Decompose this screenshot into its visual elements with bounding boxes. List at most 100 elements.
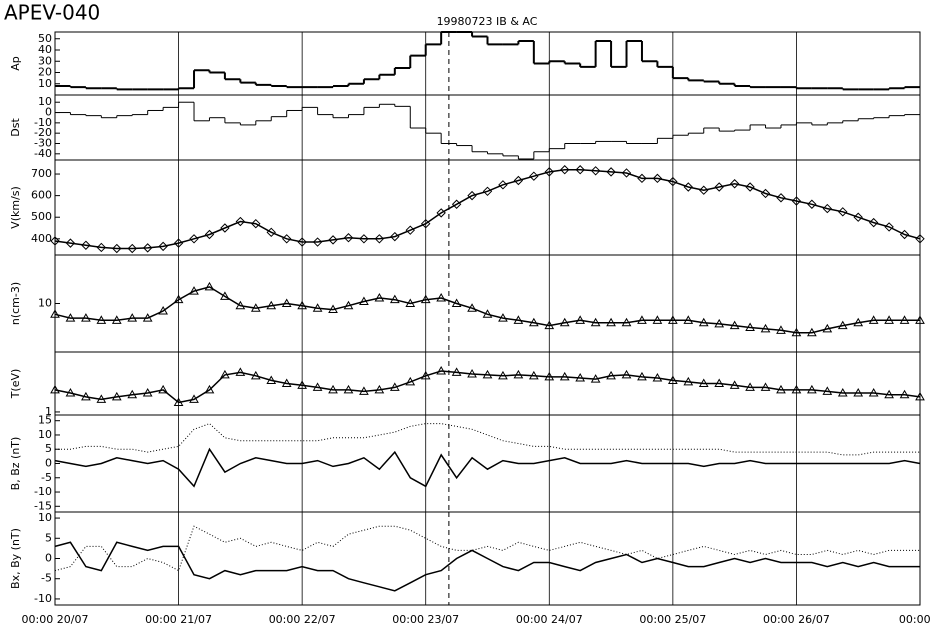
y-tick-label: 5: [45, 531, 52, 544]
x-tick-label: 00:00 21/07: [145, 613, 212, 626]
data-marker: [482, 369, 493, 379]
data-marker: [96, 394, 107, 403]
data-marker: [822, 323, 833, 333]
data-marker: [482, 309, 493, 318]
data-marker: [297, 237, 307, 247]
data-marker: [250, 370, 261, 380]
y-tick-label: 10: [38, 428, 52, 441]
data-marker: [482, 186, 493, 197]
data-marker: [776, 325, 786, 334]
data-marker: [158, 241, 168, 252]
data-marker: [420, 294, 431, 304]
data-marker: [142, 387, 153, 397]
y-axis-label: Dst: [9, 118, 22, 137]
data-marker: [498, 180, 508, 190]
data-marker: [714, 378, 725, 387]
data-marker: [96, 242, 107, 253]
y-tick-label: -5: [41, 471, 52, 484]
data-marker: [173, 294, 184, 304]
y-axis-label: n(cm-3): [9, 282, 22, 325]
data-marker: [652, 372, 663, 382]
data-marker: [374, 384, 385, 394]
data-marker: [50, 309, 60, 318]
data-marker: [189, 394, 199, 403]
data-marker: [81, 391, 91, 401]
data-marker: [822, 203, 833, 214]
data-marker: [590, 317, 601, 327]
data-marker: [575, 315, 586, 324]
x-tick-label: 00:00 2: [899, 613, 930, 626]
y-tick-label: 50: [38, 32, 52, 45]
y-tick-label: 0: [45, 457, 52, 470]
data-marker: [667, 375, 678, 384]
data-marker: [297, 300, 308, 310]
data-marker: [714, 318, 725, 328]
data-marker: [328, 384, 338, 394]
y-tick-label: -40: [34, 147, 52, 160]
data-marker: [837, 320, 848, 330]
series-line: [54, 541, 920, 592]
data-marker: [250, 303, 261, 312]
y-tick-label: -10: [34, 592, 52, 605]
data-marker: [652, 315, 663, 324]
data-marker: [204, 384, 215, 394]
series-line: [54, 525, 920, 572]
data-marker: [50, 236, 60, 246]
data-marker: [467, 190, 477, 201]
y-tick-label: -30: [34, 136, 52, 149]
data-marker: [235, 367, 246, 376]
y-tick-label: -20: [34, 126, 52, 139]
data-marker: [297, 380, 308, 389]
data-marker: [127, 313, 138, 322]
y-tick-label: 0: [45, 106, 52, 119]
y-axis-label: T(eV): [9, 369, 22, 400]
data-marker: [81, 240, 91, 250]
data-marker: [837, 387, 848, 397]
x-tick-label: 00:00 24/07: [516, 613, 583, 626]
data-marker: [575, 165, 585, 175]
data-marker: [220, 369, 230, 379]
series-line: [54, 370, 921, 404]
y-tick-label: 600: [31, 189, 52, 202]
series-line: [54, 447, 921, 488]
data-marker: [436, 208, 446, 218]
data-marker: [559, 317, 570, 327]
data-marker: [868, 387, 879, 397]
data-marker: [127, 243, 137, 254]
y-axis-label: Ap: [9, 56, 22, 71]
series-line: [54, 286, 920, 334]
data-marker: [637, 315, 647, 324]
data-marker: [683, 315, 694, 324]
data-marker: [868, 217, 879, 228]
series-line: [54, 168, 921, 250]
data-marker: [853, 212, 863, 222]
data-marker: [884, 222, 894, 232]
y-tick-label: -5: [41, 572, 52, 585]
y-tick-label: -10: [34, 116, 52, 129]
y-axis-label: V(km/s): [9, 186, 22, 229]
data-marker: [513, 175, 524, 186]
data-marker: [559, 371, 570, 381]
data-marker: [729, 179, 740, 189]
data-marker: [436, 292, 447, 302]
data-marker: [451, 199, 462, 209]
y-tick-label: 10: [38, 77, 52, 90]
data-marker: [235, 300, 246, 310]
series-line: [55, 423, 920, 456]
data-marker: [467, 369, 477, 378]
y-tick-label: 30: [38, 54, 52, 67]
y-tick-label: 0: [45, 552, 52, 565]
x-tick-label: 00:00 22/07: [269, 613, 336, 626]
data-marker: [390, 231, 400, 242]
data-marker: [142, 313, 153, 322]
data-marker: [281, 378, 292, 387]
data-marker: [81, 313, 91, 322]
y-tick-label: 400: [31, 232, 52, 245]
data-marker: [111, 391, 122, 401]
data-marker: [668, 176, 678, 187]
data-marker: [142, 243, 153, 253]
y-axis-label: B, Bz (nT): [9, 437, 22, 491]
panel-frame: [54, 94, 921, 161]
data-marker: [791, 384, 802, 394]
x-tick-label: 00:00 23/07: [392, 613, 459, 626]
